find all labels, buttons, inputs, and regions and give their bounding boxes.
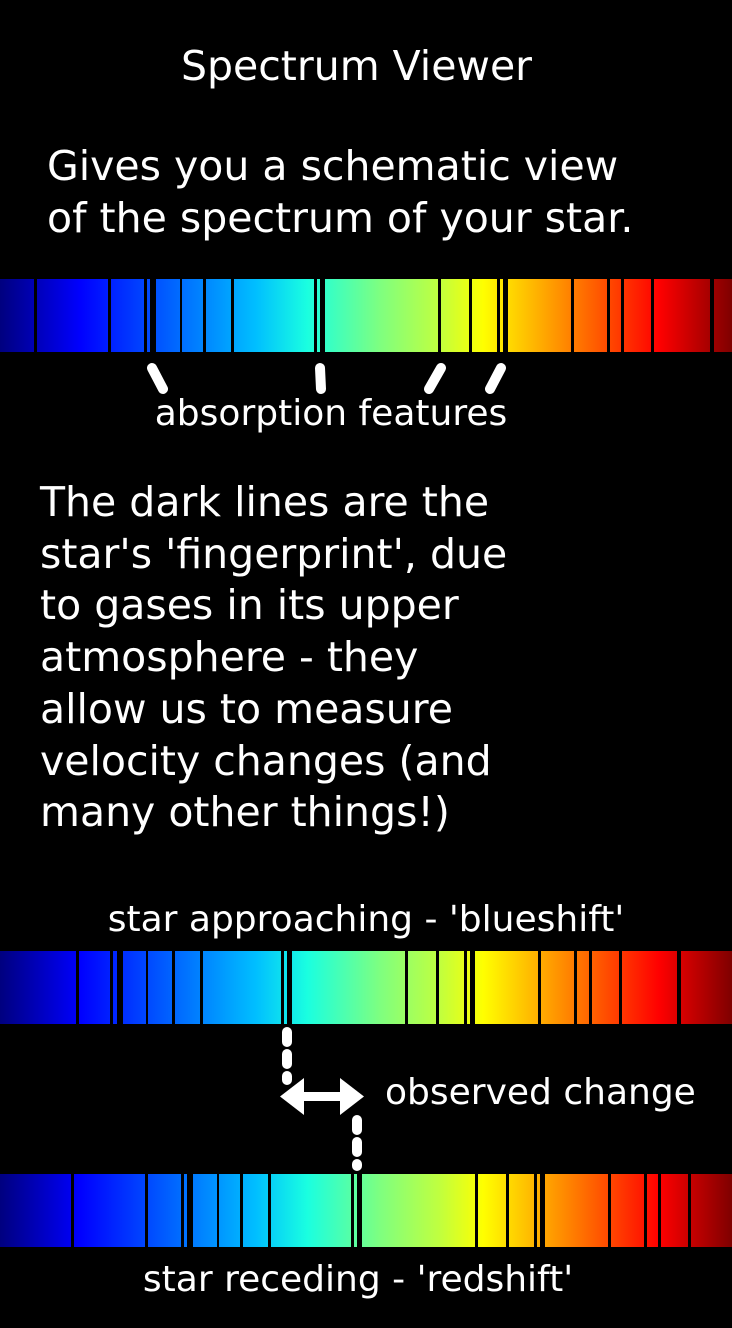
absorption-line xyxy=(110,951,113,1024)
absorption-line xyxy=(571,279,574,352)
absorption-line xyxy=(231,279,234,352)
absorption-features-label: absorption features xyxy=(154,393,508,434)
absorption-line xyxy=(469,279,472,352)
redshift-absorption-lines xyxy=(71,1174,691,1247)
absorption-line xyxy=(71,1174,74,1247)
absorption-line xyxy=(710,279,714,352)
explanation-line: many other things!) xyxy=(40,788,450,837)
absorption-line xyxy=(658,1174,661,1247)
absorption-line xyxy=(574,951,577,1024)
blueshift-absorption-lines xyxy=(76,951,681,1024)
absorption-line xyxy=(540,1174,545,1247)
absorption-line xyxy=(287,951,292,1024)
absorption-line xyxy=(436,951,439,1024)
absorption-line xyxy=(651,279,654,352)
absorption-line xyxy=(145,1174,148,1247)
explanation-line: velocity changes (and xyxy=(40,736,492,785)
explanation-line: star's 'fingerprint', due xyxy=(40,529,508,578)
absorption-line xyxy=(217,1174,219,1247)
explanation-text: The dark lines are the star's 'fingerpri… xyxy=(40,477,507,839)
absorption-line xyxy=(34,279,37,352)
absorption-line xyxy=(281,951,284,1024)
absorption-line xyxy=(464,951,467,1024)
absorption-line xyxy=(438,279,441,352)
absorption-line xyxy=(475,1174,478,1247)
observed-change-marker xyxy=(280,1027,364,1171)
absorption-line xyxy=(240,1174,243,1247)
absorption-line xyxy=(351,1174,354,1247)
absorption-line xyxy=(534,1174,537,1247)
tick-mark-icon xyxy=(315,363,326,394)
absorption-line xyxy=(76,951,79,1024)
rest-absorption-lines xyxy=(34,279,714,352)
absorption-line xyxy=(607,279,610,352)
absorption-line xyxy=(181,1174,184,1247)
observed-change-label: observed change xyxy=(385,1072,696,1113)
explanation-line: The dark lines are the xyxy=(40,478,490,526)
blueshift-label: star approaching - 'blueshift' xyxy=(107,899,625,940)
tick-mark-icon xyxy=(424,363,446,394)
explanation-line: to gases in its upper xyxy=(40,581,459,630)
blueshift-spectrum-band xyxy=(0,951,732,1024)
page-title: Spectrum Viewer xyxy=(180,42,533,90)
absorption-line xyxy=(538,951,541,1024)
redshift-label: star receding - 'redshift' xyxy=(142,1259,574,1300)
absorption-line xyxy=(146,951,148,1024)
explanation-line: atmosphere - they xyxy=(40,633,419,682)
absorption-line xyxy=(357,1174,362,1247)
absorption-line xyxy=(268,1174,271,1247)
absorption-line xyxy=(314,279,317,352)
intro-line: of the spectrum of your star. xyxy=(47,194,634,242)
absorption-line xyxy=(405,951,408,1024)
explanation-line: allow us to measure xyxy=(40,684,453,733)
absorption-line xyxy=(621,279,624,352)
absorption-line xyxy=(506,1174,509,1247)
absorption-line xyxy=(187,1174,193,1247)
absorption-line xyxy=(688,1174,691,1247)
absorption-line xyxy=(180,279,182,352)
absorption-line xyxy=(619,951,622,1024)
absorption-line xyxy=(644,1174,647,1247)
absorption-line xyxy=(203,279,206,352)
tick-mark-icon xyxy=(485,363,506,394)
absorption-line xyxy=(470,951,475,1024)
absorption-line xyxy=(117,951,123,1024)
intro-line: Gives you a schematic view xyxy=(47,142,619,190)
double-headed-arrow-icon xyxy=(280,1078,364,1115)
absorption-line xyxy=(677,951,681,1024)
absorption-line xyxy=(608,1174,611,1247)
blueshift-spectrum xyxy=(0,951,732,1024)
intro-text: Gives you a schematic view of the spectr… xyxy=(47,140,633,244)
absorption-line xyxy=(200,951,203,1024)
absorption-line xyxy=(503,279,508,352)
absorption-line xyxy=(320,279,325,352)
redshift-spectrum-band xyxy=(0,1174,732,1247)
redshift-spectrum xyxy=(0,1174,732,1247)
tick-mark-icon xyxy=(147,363,168,394)
absorption-line xyxy=(172,951,175,1024)
absorption-line xyxy=(497,279,500,352)
absorption-line xyxy=(150,279,156,352)
absorption-line xyxy=(589,951,592,1024)
absorption-line xyxy=(108,279,111,352)
absorption-pointers xyxy=(147,363,506,394)
rest-spectrum xyxy=(0,279,732,352)
absorption-line xyxy=(144,279,147,352)
